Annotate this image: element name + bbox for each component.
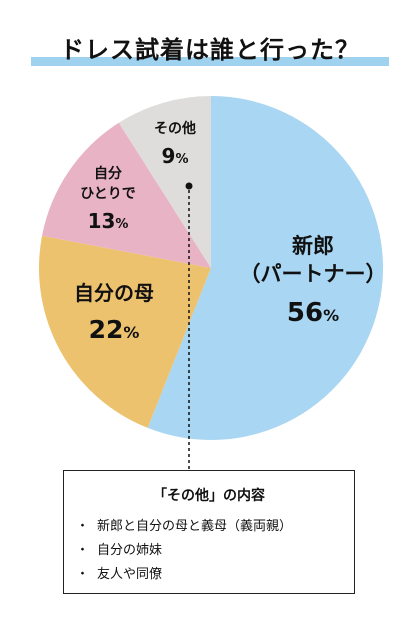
slice-label-text: 自分 [94,165,122,182]
other-detail-item: ・新郎と自分の母と義母（義両親） [76,515,292,539]
bullet-dot: ・ [76,567,90,582]
chart-title: ドレス試着は誰と行った？ [60,36,360,64]
other-details-title: 「その他」の内容 [153,488,265,504]
pie-slice [118,96,211,268]
slice-label-text: ひとりで [80,186,136,202]
other-detail-text: 友人や同僚 [97,567,163,582]
slice-label-text: 新郎 [292,234,334,258]
other-detail-text: 自分の姉妹 [97,543,163,558]
other-detail-text: 新郎と自分の母と義母（義両親） [97,519,293,534]
bullet-dot: ・ [76,519,90,534]
slice-label: その他 9% [154,120,196,168]
slice-value-label: 56% [287,298,339,328]
other-detail-item: ・友人や同僚 [76,563,292,587]
pie-slice [42,122,211,268]
slice-value-label: 13% [88,209,129,233]
slice-label: 自分の母 22% [74,281,154,344]
other-details-list: ・新郎と自分の母と義母（義両親） ・自分の姉妹 ・友人や同僚 [76,515,292,587]
slice-value-label: 22% [89,315,140,344]
slice-label: 新郎 （パートナー） 56% [240,234,387,328]
slice-label-text: 自分の母 [74,281,154,305]
pie-slice [38,235,211,428]
chart-title-area: ドレス試着は誰と行った？ [0,30,420,70]
slice-value-label: 9% [162,144,189,168]
other-detail-item: ・自分の姉妹 [76,539,292,563]
slice-label-text: その他 [154,120,196,137]
pie-slice [147,96,384,440]
title-underline-bar [31,57,389,66]
bullet-dot: ・ [76,543,90,558]
other-details-box: 「その他」の内容 ・新郎と自分の母と義母（義両親） ・自分の姉妹 ・友人や同僚 [63,470,355,594]
leader-dot [185,182,193,190]
slice-label-text: （パートナー） [240,262,387,286]
